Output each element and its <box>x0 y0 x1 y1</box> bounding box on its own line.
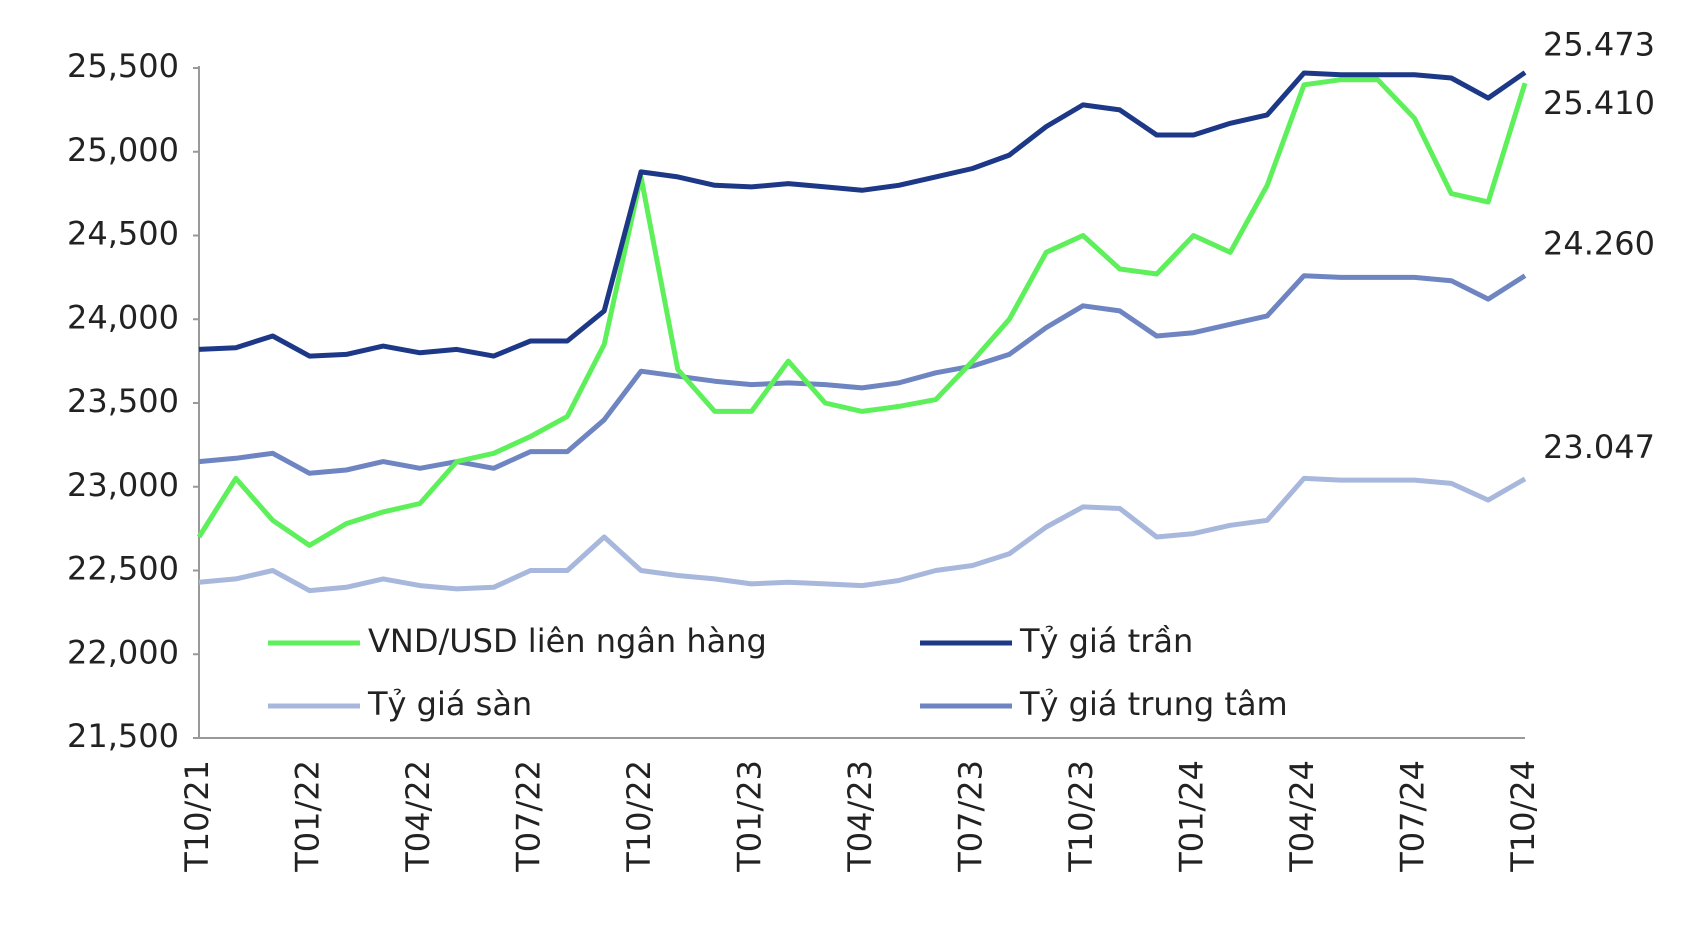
x-tick-label: T10/22 <box>620 760 658 873</box>
y-tick-label: 21,500 <box>67 717 179 755</box>
end-label: 25.473 <box>1543 26 1655 64</box>
x-tick-label: T10/23 <box>1062 760 1100 873</box>
series-line <box>198 273 1527 476</box>
x-tick-label: T01/22 <box>289 760 327 873</box>
x-tick-label: T04/23 <box>841 760 879 873</box>
y-tick-label: 23,500 <box>67 382 179 420</box>
end-label: 24.260 <box>1543 225 1655 263</box>
series-line <box>198 70 1527 359</box>
y-tick-label: 22,500 <box>67 550 179 588</box>
y-tick-label: 25,000 <box>67 131 179 169</box>
x-tick-label: T04/22 <box>399 760 437 873</box>
end-label: 23.047 <box>1543 428 1655 466</box>
x-tick-label: T10/21 <box>178 760 216 873</box>
end-label: 25.410 <box>1543 84 1655 122</box>
x-tick-label: T01/23 <box>731 760 769 873</box>
y-tick-label: 24,000 <box>67 298 179 336</box>
legend-label: Tỷ giá sàn <box>367 685 532 723</box>
x-tick-label: T07/24 <box>1394 760 1432 873</box>
y-tick-label: 24,500 <box>67 215 179 253</box>
x-tick-label: T01/24 <box>1173 760 1211 873</box>
x-tick-label: T07/22 <box>510 760 548 873</box>
x-tick-label: T07/23 <box>952 760 990 873</box>
y-tick-label: 22,000 <box>67 633 179 671</box>
legend-label: Tỷ giá trung tâm <box>1019 685 1288 723</box>
legend-label: Tỷ giá trần <box>1019 622 1193 660</box>
series-line <box>198 475 1527 594</box>
y-tick-label: 23,000 <box>67 466 179 504</box>
y-tick-label: 25,500 <box>67 47 179 85</box>
x-tick-label: T04/24 <box>1283 760 1321 873</box>
legend-label: VND/USD liên ngân hàng <box>368 622 767 660</box>
series-line <box>196 77 1528 548</box>
x-tick-label: T10/24 <box>1504 760 1542 873</box>
